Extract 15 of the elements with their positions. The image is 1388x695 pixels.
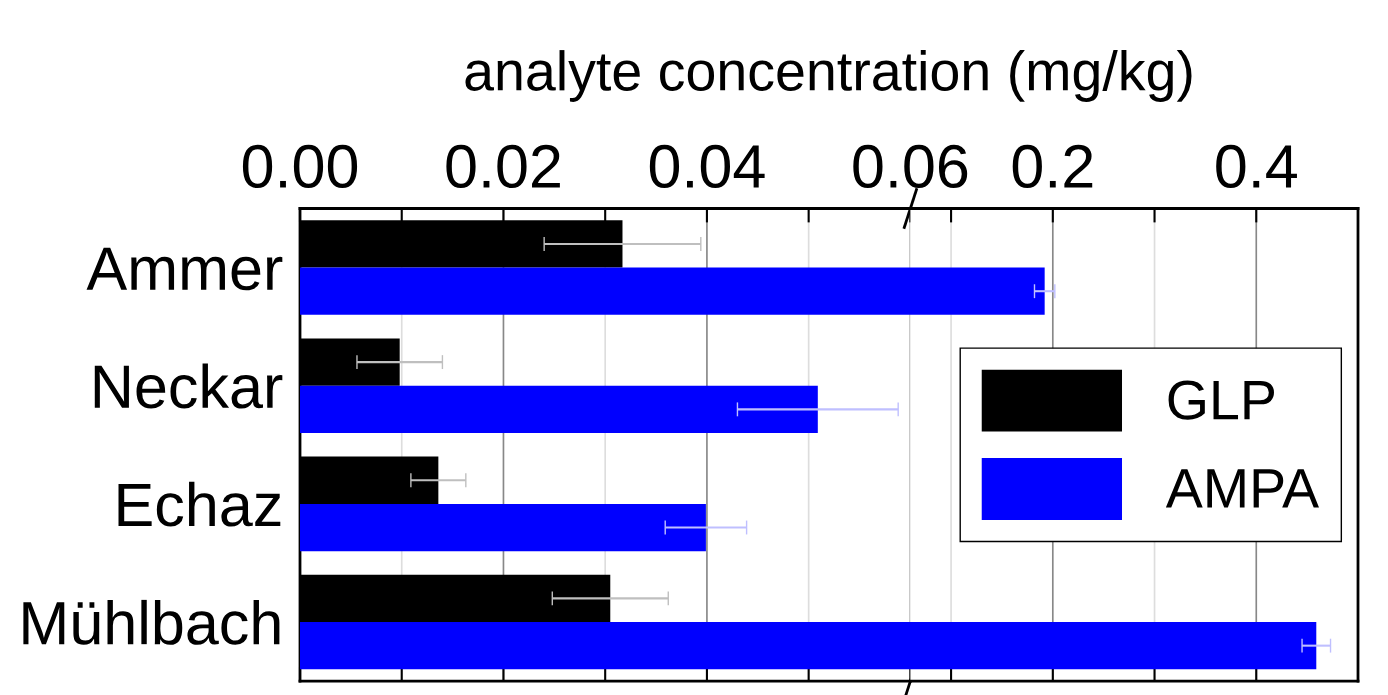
- x-tick-label: 0.06: [853, 144, 968, 189]
- y-tick-label: Neckar: [94, 363, 283, 409]
- bar: [300, 503, 706, 552]
- legend-label: GLP: [1168, 380, 1274, 420]
- bar: [300, 385, 818, 433]
- x-tick-label: 0.4: [1216, 144, 1297, 189]
- x-tick-label: 0.04: [649, 144, 765, 189]
- x-axis-title: analyte concentration (mg/kg): [465, 50, 1192, 102]
- x-tick-label: 0.00: [242, 144, 358, 189]
- y-tick-label: Ammer: [86, 247, 283, 291]
- x-tick-label: 0.2: [1012, 144, 1093, 189]
- y-tick-label: Echaz: [118, 481, 281, 527]
- legend-label: AMPA: [1165, 469, 1319, 508]
- y-tick-label: Mühlbach: [23, 599, 280, 645]
- x-tick-label: 0.02: [446, 144, 560, 189]
